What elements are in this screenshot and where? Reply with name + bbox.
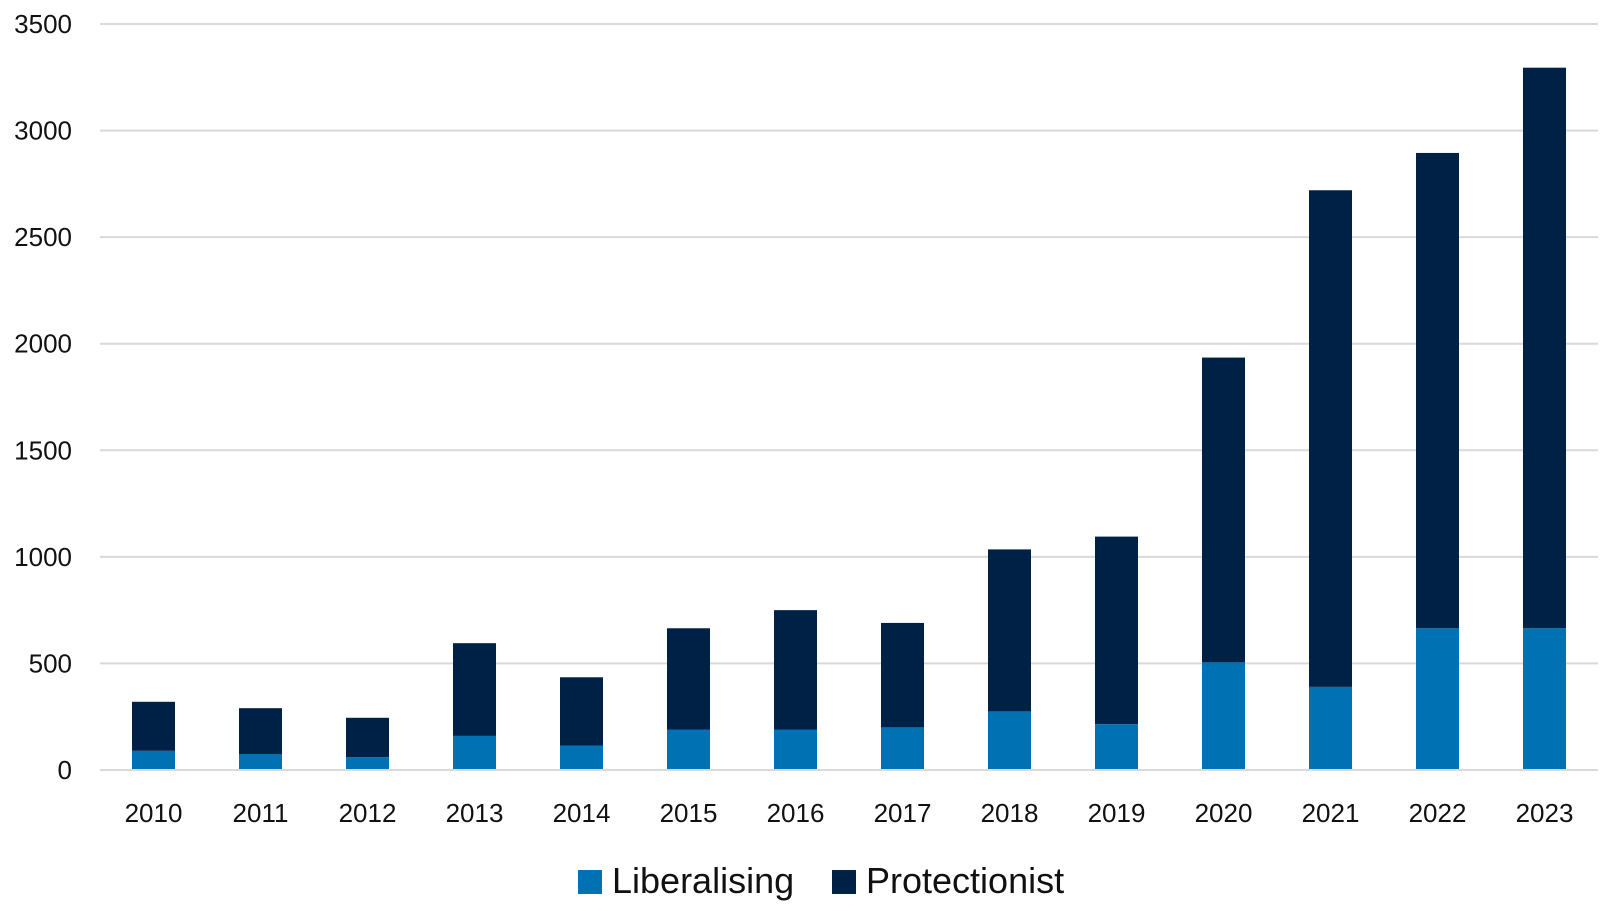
x-tick-label: 2017 <box>874 798 932 828</box>
bar-protectionist-2014 <box>560 677 603 746</box>
bar-liberalising-2015 <box>667 729 710 770</box>
bar-liberalising-2019 <box>1095 724 1138 770</box>
bar-liberalising-2011 <box>239 754 282 770</box>
y-axis: 0 500 1000 1500 2000 2500 3000 3500 <box>14 9 72 785</box>
bar-liberalising-2018 <box>988 711 1031 770</box>
legend-label-liberalising: Liberalising <box>612 860 794 901</box>
y-tick-label: 0 <box>58 755 72 785</box>
bar-protectionist-2022 <box>1416 152 1459 629</box>
bar-liberalising-2022 <box>1416 628 1459 770</box>
bar-protectionist-2018 <box>988 549 1031 712</box>
x-tick-label: 2010 <box>125 798 183 828</box>
bar-protectionist-2013 <box>453 643 496 736</box>
x-tick-label: 2012 <box>339 798 397 828</box>
bar-liberalising-2020 <box>1202 662 1245 770</box>
bar-liberalising-2014 <box>560 745 603 770</box>
bars <box>132 67 1566 770</box>
bar-liberalising-2016 <box>774 729 817 770</box>
bar-protectionist-2012 <box>346 717 389 758</box>
legend-swatch-protectionist <box>832 870 856 894</box>
bar-protectionist-2021 <box>1309 190 1352 687</box>
y-tick-label: 1000 <box>14 542 72 572</box>
bar-protectionist-2010 <box>132 701 175 751</box>
y-tick-label: 1500 <box>14 435 72 465</box>
bar-liberalising-2012 <box>346 757 389 770</box>
y-tick-label: 3500 <box>14 9 72 39</box>
bar-protectionist-2020 <box>1202 357 1245 663</box>
bar-liberalising-2021 <box>1309 686 1352 770</box>
x-tick-label: 2013 <box>446 798 504 828</box>
bar-protectionist-2023 <box>1523 67 1566 629</box>
y-tick-label: 2500 <box>14 222 72 252</box>
x-tick-label: 2018 <box>981 798 1039 828</box>
x-tick-label: 2016 <box>767 798 825 828</box>
x-tick-label: 2023 <box>1516 798 1574 828</box>
bar-liberalising-2010 <box>132 750 175 770</box>
bar-protectionist-2015 <box>667 628 710 730</box>
gridlines <box>100 23 1598 665</box>
bar-liberalising-2023 <box>1523 628 1566 770</box>
bar-protectionist-2019 <box>1095 536 1138 725</box>
x-tick-label: 2022 <box>1409 798 1467 828</box>
bar-liberalising-2017 <box>881 727 924 770</box>
x-tick-label: 2015 <box>660 798 718 828</box>
legend-label-protectionist: Protectionist <box>866 860 1064 901</box>
bar-liberalising-2013 <box>453 735 496 770</box>
y-tick-label: 2000 <box>14 329 72 359</box>
y-tick-label: 3000 <box>14 116 72 146</box>
x-tick-label: 2021 <box>1302 798 1360 828</box>
x-axis: 2010 2011 2012 2013 2014 2015 2016 2017 2018 2019… <box>125 798 1574 828</box>
x-tick-label: 2011 <box>233 798 289 828</box>
y-tick-label: 500 <box>29 648 72 678</box>
x-tick-label: 2014 <box>553 798 611 828</box>
x-tick-label: 2019 <box>1088 798 1146 828</box>
legend: Liberalising Protectionist <box>578 860 1064 901</box>
bar-protectionist-2011 <box>239 708 282 755</box>
bar-protectionist-2017 <box>881 622 924 728</box>
bar-protectionist-2016 <box>774 610 817 730</box>
x-tick-label: 2020 <box>1195 798 1253 828</box>
legend-swatch-liberalising <box>578 870 602 894</box>
